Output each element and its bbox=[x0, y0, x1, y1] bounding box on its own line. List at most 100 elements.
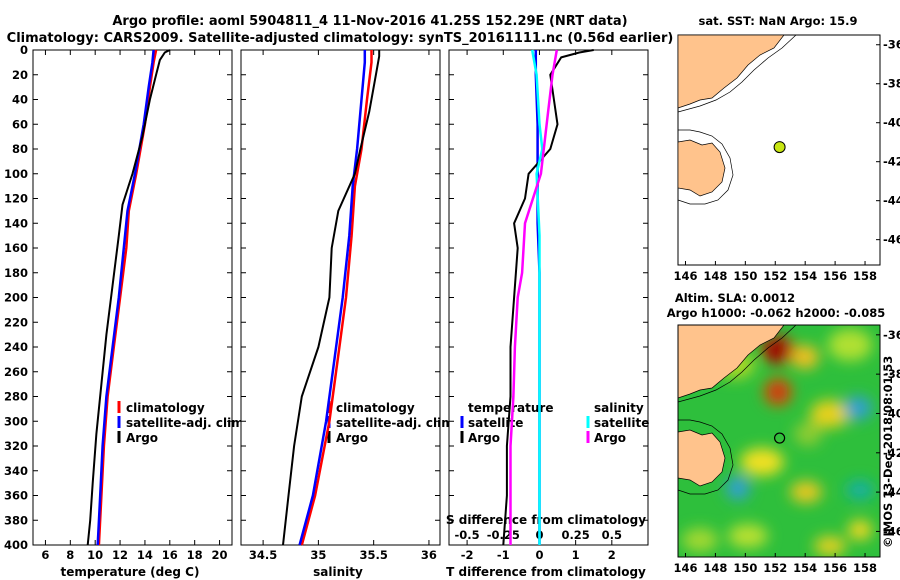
series-line-climatology bbox=[300, 50, 373, 546]
depth-tick-label: 340 bbox=[4, 464, 28, 478]
sst-map-title: sat. SST: NaN Argo: 15.9 bbox=[698, 14, 857, 28]
depth-tick-label: 240 bbox=[4, 340, 28, 354]
x-tick-label: 35 bbox=[310, 548, 326, 562]
series-line-salinity-argo bbox=[509, 49, 559, 545]
x2-tick-label: -0.5 bbox=[455, 528, 480, 542]
map-x-tick-label: 154 bbox=[793, 561, 817, 575]
temperature-legend-climatology: climatology bbox=[126, 401, 205, 415]
map-y-tick-label: -36 bbox=[883, 38, 900, 52]
map-y-tick-label: -40 bbox=[883, 116, 900, 130]
map-y-tick-label: -36 bbox=[883, 328, 900, 342]
difference-legend: temperature satellite Argo salinity sate… bbox=[460, 401, 649, 445]
map-y-tick-label: -38 bbox=[883, 77, 900, 91]
figure-title-line1: Argo profile: aoml 5904811_4 11-Nov-2016… bbox=[112, 14, 627, 29]
map-x-tick-label: 152 bbox=[763, 561, 787, 575]
temperature-legend-satellite-adj: satellite-adj. clim. bbox=[126, 416, 248, 430]
salinity-legend-satellite-adj: satellite-adj. clim. bbox=[336, 416, 458, 430]
sla-map-frame bbox=[677, 324, 881, 558]
depth-tick-label: 300 bbox=[4, 414, 28, 428]
sla-tasmania bbox=[678, 429, 726, 487]
imos-watermark: ©IMOS 13-Dec-2018 08:01:53 bbox=[881, 356, 895, 548]
depth-tick-label: 220 bbox=[4, 315, 28, 329]
map-y-tick-label: -46 bbox=[883, 524, 900, 538]
difference-plot-frame bbox=[448, 49, 649, 546]
x-tick-label: 10 bbox=[87, 548, 103, 562]
map-y-tick-label: -44 bbox=[883, 485, 900, 499]
map-x-tick-label: 152 bbox=[763, 269, 787, 283]
salinity-legend: climatology satellite-adj. clim. Argo bbox=[327, 401, 458, 445]
map-x-tick-label: 148 bbox=[703, 269, 727, 283]
x-tick-label: 2 bbox=[608, 548, 616, 562]
map-x-tick-label: 158 bbox=[853, 269, 877, 283]
x-tick-label: 1 bbox=[572, 548, 580, 562]
sla-heatmap bbox=[678, 325, 880, 557]
x-tick-label: 16 bbox=[162, 548, 178, 562]
depth-tick-label: 140 bbox=[4, 216, 28, 230]
sla-map-panel: Altim. SLA: 0.0012 Argo h1000: -0.062 h2… bbox=[667, 291, 900, 575]
series-line-argo bbox=[86, 49, 171, 546]
legend-sal-argo: Argo bbox=[594, 431, 626, 445]
map-x-tick-label: 154 bbox=[793, 269, 817, 283]
sla-map-title-line2: Argo h1000: -0.062 h2000: -0.085 bbox=[667, 306, 886, 320]
map-x-tick-label: 156 bbox=[823, 269, 847, 283]
x-tick-label: -1 bbox=[497, 548, 510, 562]
series-line-satellite-adj-clim- bbox=[96, 49, 155, 546]
map-x-tick-label: 158 bbox=[853, 561, 877, 575]
sla-mainland bbox=[678, 325, 785, 399]
depth-tick-label: 60 bbox=[12, 117, 28, 131]
depth-tick-label: 260 bbox=[4, 365, 28, 379]
legend-title-salinity: salinity bbox=[594, 401, 644, 415]
map-x-tick-label: 150 bbox=[733, 561, 757, 575]
x-tick-label: 20 bbox=[212, 548, 228, 562]
map-y-tick-label: -44 bbox=[883, 194, 900, 208]
depth-tick-label: 160 bbox=[4, 241, 28, 255]
map-y-tick-label: -42 bbox=[883, 155, 900, 169]
x-tick-label: 35.5 bbox=[359, 548, 387, 562]
map-y-tick-label: -40 bbox=[883, 406, 900, 420]
x-tick-label: 36 bbox=[421, 548, 437, 562]
x-tick-label: 6 bbox=[41, 548, 49, 562]
x-tick-label: 12 bbox=[112, 548, 128, 562]
depth-tick-label: 400 bbox=[4, 538, 28, 552]
shelf-contour-tas bbox=[677, 129, 734, 205]
x-tick-label: 0 bbox=[535, 548, 543, 562]
map-y-tick-label: -38 bbox=[883, 367, 900, 381]
depth-tick-label: 180 bbox=[4, 266, 28, 280]
legend-temp-satellite: satellite bbox=[468, 416, 523, 430]
temperature-panel: temperature (deg C) climatology satellit… bbox=[4, 43, 248, 579]
sst-map-coast bbox=[677, 34, 797, 205]
map-y-tick-label: -46 bbox=[883, 233, 900, 247]
depth-tick-label: 380 bbox=[4, 513, 28, 527]
map-y-tick-label: -42 bbox=[883, 446, 900, 460]
depth-tick-label: 40 bbox=[12, 93, 28, 107]
temperature-legend-argo: Argo bbox=[126, 431, 158, 445]
x2-tick-label: 0.25 bbox=[561, 528, 589, 542]
x-tick-label: 14 bbox=[137, 548, 153, 562]
shelf-contour-north bbox=[677, 34, 797, 113]
depth-tick-label: 100 bbox=[4, 167, 28, 181]
depth-tick-label: 280 bbox=[4, 390, 28, 404]
x-tick-label: 34.5 bbox=[249, 548, 277, 562]
salinity-legend-argo: Argo bbox=[336, 431, 368, 445]
depth-tick-label: 120 bbox=[4, 192, 28, 206]
figure-title-line2: Climatology: CARS2009. Satellite-adjuste… bbox=[7, 31, 674, 46]
salinity-legend-climatology: climatology bbox=[336, 401, 415, 415]
x-tick-label: 8 bbox=[66, 548, 74, 562]
difference-panel: T difference from climatology S differen… bbox=[446, 49, 649, 579]
argo-float-marker-sla bbox=[773, 432, 786, 444]
tasmania bbox=[677, 139, 726, 197]
legend-title-temperature: temperature bbox=[468, 401, 553, 415]
map-x-tick-label: 146 bbox=[673, 561, 697, 575]
salinity-panel: salinity climatology satellite-adj. clim… bbox=[240, 49, 458, 579]
depth-tick-label: 200 bbox=[4, 291, 28, 305]
depth-tick-label: 0 bbox=[20, 43, 28, 57]
legend-sal-satellite: satellite bbox=[594, 416, 649, 430]
x-tick-label: -2 bbox=[461, 548, 474, 562]
temperature-xlabel: temperature (deg C) bbox=[61, 565, 200, 579]
x-tick-label: 18 bbox=[187, 548, 203, 562]
difference-x2label: S difference from climatology bbox=[446, 513, 646, 527]
difference-xlabel: T difference from climatology bbox=[446, 565, 646, 579]
salinity-xlabel: salinity bbox=[313, 565, 363, 579]
salinity-plot-frame bbox=[240, 49, 441, 546]
map-x-tick-label: 150 bbox=[733, 269, 757, 283]
